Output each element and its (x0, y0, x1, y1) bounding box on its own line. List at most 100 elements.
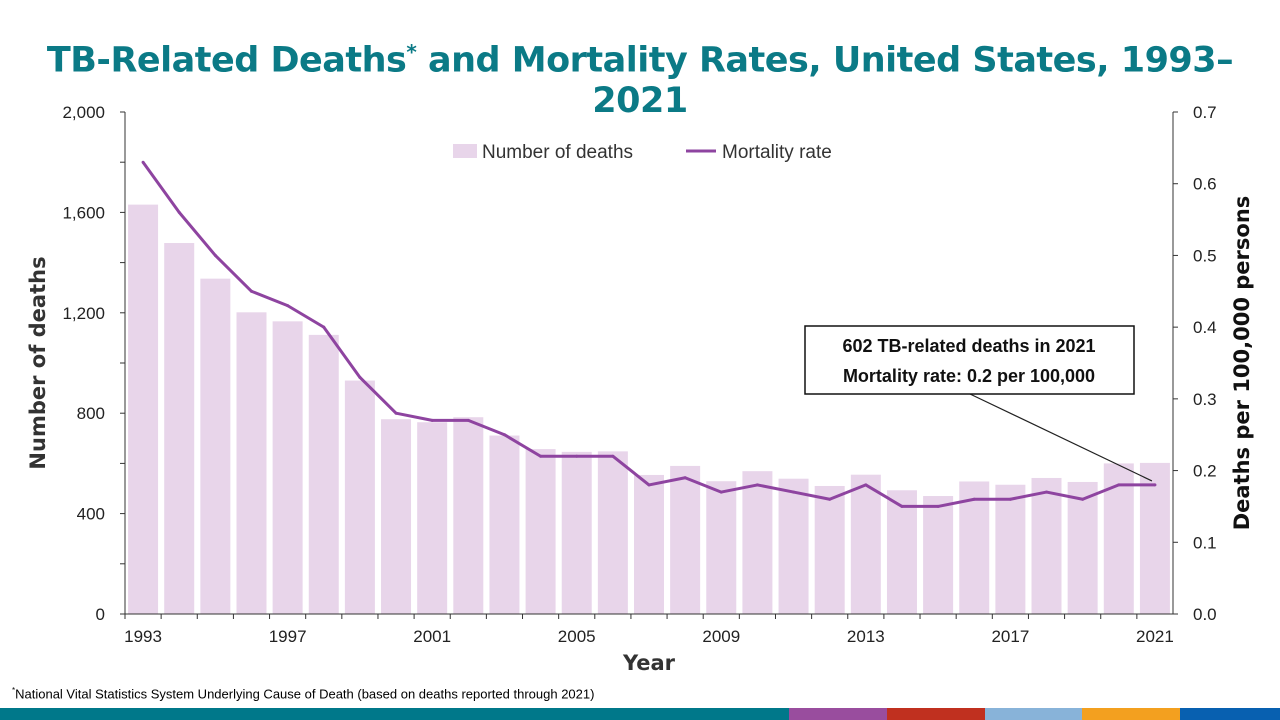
x-tick-label: 2013 (847, 627, 885, 646)
rate-point-2004 (539, 454, 543, 458)
footer-stripe (1082, 708, 1180, 720)
left-tick-label: 2,000 (62, 103, 105, 122)
right-tick-label: 0.7 (1193, 103, 1217, 122)
rate-point-2006 (611, 454, 615, 458)
x-tick-label: 2009 (702, 627, 740, 646)
rate-point-1995 (213, 253, 217, 257)
rate-point-1999 (358, 375, 362, 379)
left-tick-label: 1,600 (62, 203, 105, 222)
right-tick-label: 0.1 (1193, 533, 1217, 552)
rate-point-1998 (322, 325, 326, 329)
rate-point-2011 (792, 490, 796, 494)
rate-point-1993 (141, 160, 145, 164)
bar-2003 (489, 435, 520, 614)
bar-1994 (164, 243, 195, 614)
bar-2010 (742, 471, 773, 614)
bar-1998 (308, 334, 339, 614)
rate-point-1996 (249, 289, 253, 293)
bar-2017 (995, 484, 1026, 614)
bar-2018 (1031, 477, 1062, 614)
rate-point-2013 (864, 483, 868, 487)
bar-2015 (923, 496, 954, 614)
x-tick-label: 1993 (124, 627, 162, 646)
bar-2002 (453, 417, 484, 614)
bar-1999 (344, 380, 375, 614)
rate-point-2007 (647, 483, 651, 487)
footer-stripe (985, 708, 1082, 720)
bar-2001 (417, 422, 448, 614)
rate-point-2018 (1045, 490, 1049, 494)
y-axis-label: Number of deaths (26, 256, 50, 469)
bar-2013 (850, 474, 881, 614)
bar-2012 (814, 485, 845, 614)
rate-point-2010 (755, 483, 759, 487)
title-text-rest: and Mortality Rates, United States, 1993… (416, 40, 1234, 121)
annotation-leader-line (969, 393, 1153, 482)
rate-point-2014 (900, 504, 904, 508)
rate-point-2015 (936, 504, 940, 508)
annotation-box (804, 325, 1135, 395)
legend-bar-label: Number of deaths (482, 142, 633, 163)
bar-2008 (670, 465, 701, 614)
right-tick-label: 0.2 (1193, 462, 1217, 481)
rate-point-2016 (972, 497, 976, 501)
right-tick-label: 0.6 (1193, 175, 1217, 194)
footer-stripe (789, 708, 887, 720)
footer-stripe (887, 708, 985, 720)
left-tick-label: 1,200 (62, 304, 105, 323)
rate-point-2019 (1081, 497, 1085, 501)
bar-2007 (634, 474, 664, 614)
bar-2000 (381, 419, 412, 614)
right-tick-label: 0.5 (1193, 246, 1217, 265)
footer-stripe (1180, 708, 1280, 720)
chart-title: TB-Related Deaths* and Mortality Rates, … (0, 40, 1280, 121)
x-tick-label: 2021 (1136, 627, 1174, 646)
x-tick-label: 1997 (269, 627, 307, 646)
left-tick-label: 800 (77, 404, 105, 423)
footer-stripe (0, 708, 789, 720)
x-tick-label: 2001 (413, 627, 451, 646)
bar-2005 (561, 451, 592, 614)
footnote: *National Vital Statistics System Underl… (12, 686, 594, 701)
bar-1997 (272, 321, 303, 614)
rate-point-2003 (502, 433, 506, 437)
annotation-line-2: Mortality rate: 0.2 per 100,000 (843, 366, 1095, 386)
bar-2014 (886, 490, 917, 614)
right-tick-label: 0.4 (1193, 318, 1217, 337)
title-footnote-marker: * (406, 40, 417, 64)
left-tick-label: 400 (77, 505, 105, 524)
bar-2004 (525, 449, 556, 614)
rate-point-2021 (1153, 483, 1157, 487)
rate-point-1994 (177, 210, 181, 214)
bar-2016 (959, 481, 990, 614)
title-text: TB-Related Deaths (46, 40, 407, 81)
rate-point-2012 (828, 497, 832, 501)
footnote-marker: * (12, 686, 16, 695)
y2-axis-label: Deaths per 100,000 persons (1230, 196, 1254, 531)
bar-1993 (128, 204, 159, 614)
x-tick-label: 2017 (991, 627, 1029, 646)
bar-2011 (778, 478, 809, 614)
right-tick-label: 0.0 (1193, 605, 1217, 624)
bar-2021 (1139, 462, 1170, 614)
x-axis-label: Year (622, 651, 676, 675)
bar-2006 (597, 451, 628, 614)
bar-1996 (236, 312, 267, 614)
rate-point-2001 (430, 418, 434, 422)
rate-point-2002 (466, 418, 470, 422)
legend-bar-swatch (453, 144, 477, 158)
bar-1995 (200, 278, 231, 614)
rate-point-2000 (394, 411, 398, 415)
left-tick-label: 0 (96, 605, 105, 624)
right-tick-label: 0.3 (1193, 390, 1217, 409)
rate-point-2005 (575, 454, 579, 458)
x-tick-label: 2005 (558, 627, 596, 646)
annotation-line-1: 602 TB-related deaths in 2021 (842, 336, 1095, 356)
footer-color-stripes (0, 708, 1280, 720)
rate-point-1997 (286, 304, 290, 308)
bar-2019 (1067, 481, 1098, 614)
footnote-text: National Vital Statistics System Underly… (15, 686, 595, 702)
rate-point-2017 (1008, 497, 1012, 501)
legend-line-label: Mortality rate (722, 142, 832, 163)
